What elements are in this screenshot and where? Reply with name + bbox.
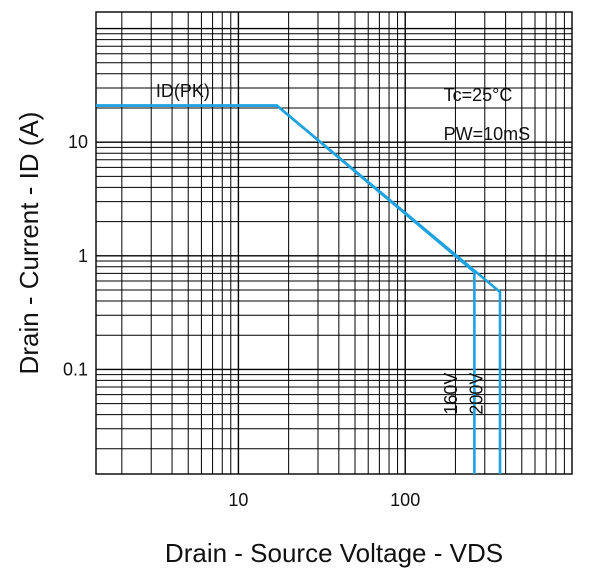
y-axis-title: Drain - Current - ID (A) [14, 112, 44, 375]
annotation-160v: 160V [441, 373, 461, 415]
x-tick-label: 100 [390, 490, 420, 510]
curves [96, 104, 502, 474]
annotation-tc-25-c: Tc=25°C [444, 85, 513, 105]
series-line-200v [96, 104, 502, 474]
x-tick-label: 10 [228, 490, 248, 510]
annotations: ID(PK) Tc=25°C PW=10mS 160V 200V [156, 81, 530, 415]
y-tick-label: 10 [68, 132, 88, 152]
plot-grid [96, 12, 572, 474]
y-tick-label: 1 [78, 246, 88, 266]
plot-frame [95, 11, 573, 475]
x-tick-labels: 10 100 [228, 490, 420, 510]
annotation-pw-10ms: PW=10mS [444, 124, 531, 144]
x-axis-title: Drain - Source Voltage - VDS [165, 538, 503, 568]
y-tick-label: 0.1 [63, 359, 88, 379]
annotation-200v: 200V [466, 373, 486, 415]
annotation-id-pk: ID(PK) [156, 81, 210, 101]
y-tick-labels: 10 1 0.1 [63, 132, 88, 379]
